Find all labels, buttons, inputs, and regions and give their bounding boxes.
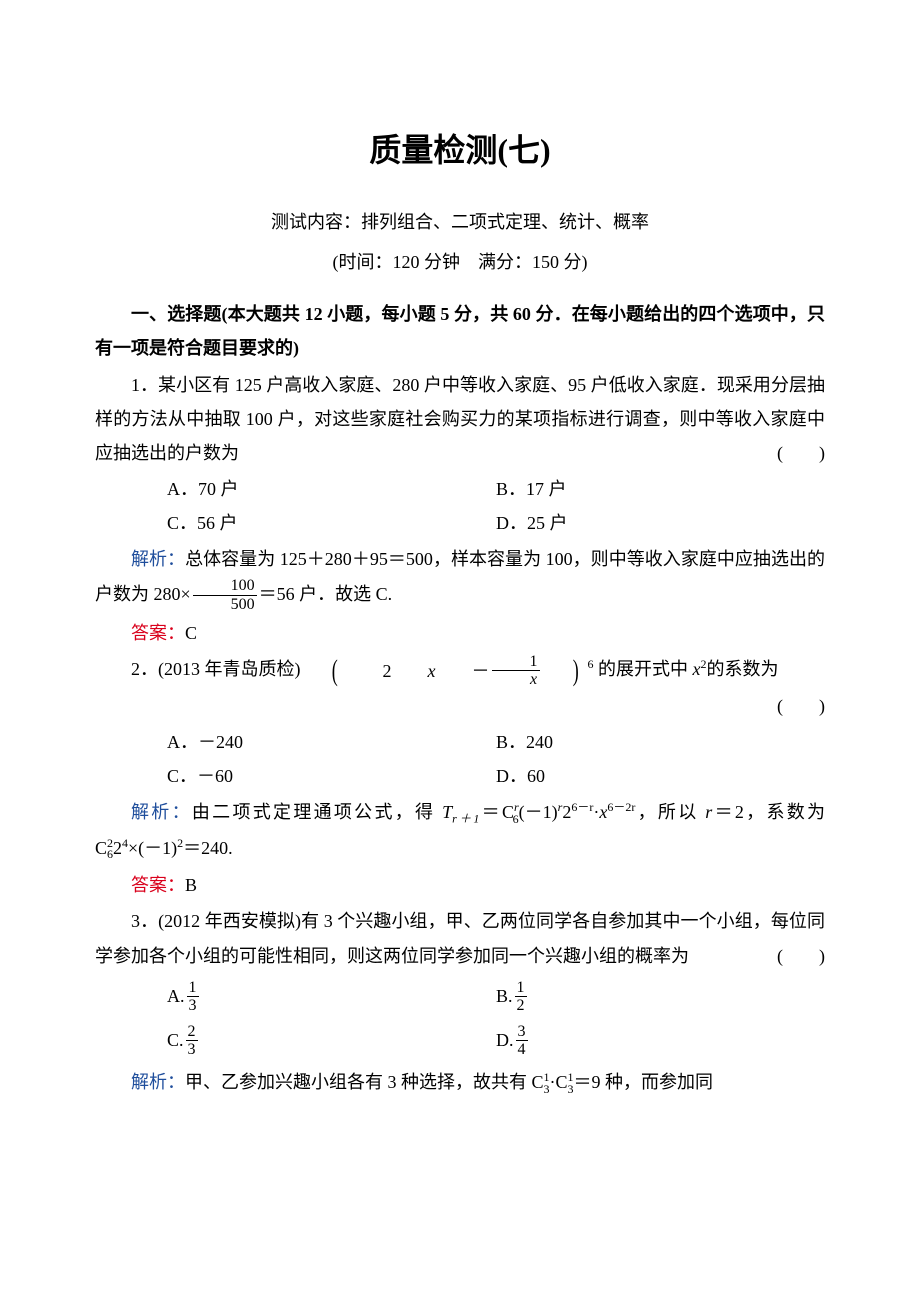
frac-den: 3 — [187, 997, 199, 1015]
q2-an-pre: 由二项式定理通项公式，得 — [192, 802, 442, 822]
q2-analysis: 解析：由二项式定理通项公式，得 Tr＋1＝Cr6(－1)r26－r·x6－2r，… — [95, 795, 825, 866]
frac-den: x — [492, 671, 539, 689]
optC-frac: 23 — [186, 1023, 198, 1059]
q3-analysis: 解析：甲、乙参加兴趣小组各有 3 种选择，故共有 C13·C13＝9 种，而参加… — [95, 1065, 825, 1100]
frac-num: 1 — [187, 979, 199, 998]
q3-optD: D.34 — [496, 1019, 825, 1063]
frac-num: 1 — [492, 653, 540, 672]
q3-blank: ( ) — [741, 939, 825, 973]
q2-eq: ＝C — [479, 802, 514, 822]
q3-optC: C.23 — [167, 1019, 496, 1063]
optA-frac: 13 — [187, 979, 199, 1015]
optA-label: A. — [167, 986, 185, 1008]
tail: ×(－1) — [128, 838, 177, 858]
exam-meta: (时间：120 分钟 满分：150 分) — [95, 245, 825, 279]
q1-text: 1．某小区有 125 户高收入家庭、280 户中等收入家庭、95 户低收入家庭．… — [95, 375, 825, 463]
optB-frac: 12 — [515, 979, 527, 1015]
q2-optC: C．－60 — [167, 759, 496, 793]
q3-text: 3．(2012 年西安模拟)有 3 个兴趣小组，甲、乙两位同学各自参加其中一个小… — [95, 911, 825, 965]
mid: 2 — [113, 838, 122, 858]
T-sub: r＋1 — [452, 812, 479, 826]
rparen-icon: ) — [551, 656, 579, 686]
frac-num: 2 — [186, 1023, 198, 1042]
q2-optB: B．240 — [496, 725, 825, 759]
q1-optB: B．17 户 — [496, 472, 825, 506]
optB-label: B. — [496, 986, 513, 1008]
frac-num: 100 — [193, 577, 257, 596]
q1-blank: ( ) — [741, 436, 825, 470]
analysis-label: 解析： — [131, 549, 185, 569]
q1-answer: 答案：C — [95, 616, 825, 650]
q3-optB: B.12 — [496, 975, 825, 1019]
q3-an-pre: 甲、乙参加兴趣小组各有 3 种选择，故共有 C — [185, 1072, 544, 1092]
optC-label: C. — [167, 1030, 184, 1052]
two: 2 — [562, 802, 571, 822]
q2-options: A．－240 B．240 C．－60 D．60 — [95, 725, 825, 793]
q2-minus: － — [436, 654, 490, 688]
two-sup: 6－r — [571, 800, 593, 814]
q2-suffix-pre: 的展开式中 — [594, 659, 693, 679]
q2-answer: 答案：B — [95, 868, 825, 902]
q3-options: A.13 B.12 C.23 D.34 — [95, 975, 825, 1063]
q3-stem: 3．(2012 年西安模拟)有 3 个兴趣小组，甲、乙两位同学各自参加其中一个小… — [95, 904, 825, 972]
q1-optD: D．25 户 — [496, 506, 825, 540]
q2-expr-2: 2 — [347, 654, 392, 688]
analysis-label: 解析： — [131, 1072, 185, 1092]
frac-den: 500 — [193, 596, 257, 614]
q3-optA: A.13 — [167, 975, 496, 1019]
q3-mid: ＝9 种，而参加同 — [574, 1072, 714, 1092]
frac-den: 3 — [186, 1041, 198, 1059]
q1-optC: C．56 户 — [167, 506, 496, 540]
q2-suffix-post: 的系数为 — [707, 659, 779, 679]
q2-blank: ( ) — [741, 689, 825, 723]
answer-label: 答案： — [131, 875, 185, 895]
optD-frac: 34 — [516, 1023, 528, 1059]
frac-den: 4 — [516, 1041, 528, 1059]
subtitle: 测试内容：排列组合、二项式定理、统计、概率 — [95, 205, 825, 239]
T-var: T — [442, 802, 452, 822]
q2-expr: (2x－1x) — [301, 653, 588, 689]
answer-label: 答案： — [131, 623, 185, 643]
q2-optA: A．－240 — [167, 725, 496, 759]
section-1-header: 一、选择题(本大题共 12 小题，每小题 5 分，共 60 分．在每小题给出的四… — [95, 297, 825, 365]
q2-optD: D．60 — [496, 759, 825, 793]
comma: ，所以 — [635, 802, 705, 822]
q1-answer-value: C — [185, 623, 197, 643]
lparen-icon: ( — [310, 656, 338, 686]
frac-num: 1 — [515, 979, 527, 998]
q1-fraction: 100500 — [193, 577, 257, 613]
q2-stem: 2．(2013 年青岛质检)(2x－1x)6 的展开式中 x2的系数为 ( ) — [95, 652, 825, 723]
page-title: 质量检测(七) — [95, 120, 825, 181]
dot1: ·C — [550, 1072, 568, 1092]
q1-analysis-post: ＝56 户．故选 C. — [259, 584, 393, 604]
q1-analysis: 解析：总体容量为 125＋280＋95＝500，样本容量为 100，则中等收入家… — [95, 542, 825, 613]
neg1: (－1) — [519, 802, 558, 822]
frac-den: 2 — [515, 997, 527, 1015]
q2-prefix: 2．(2013 年青岛质检) — [131, 659, 301, 679]
optD-label: D. — [496, 1030, 514, 1052]
q1-options: A．70 户 B．17 户 C．56 户 D．25 户 — [95, 472, 825, 540]
q2-frac: 1x — [492, 653, 540, 689]
q1-optA: A．70 户 — [167, 472, 496, 506]
end: ＝240. — [183, 838, 233, 858]
q2-x2: x — [693, 659, 701, 679]
q1-stem: 1．某小区有 125 户高收入家庭、280 户中等收入家庭、95 户低收入家庭．… — [95, 368, 825, 471]
analysis-label: 解析： — [131, 802, 192, 822]
q2-answer-value: B — [185, 875, 197, 895]
x-sup: 6－2r — [607, 800, 635, 814]
q2-x1: x — [392, 654, 436, 688]
frac-num: 3 — [516, 1023, 528, 1042]
